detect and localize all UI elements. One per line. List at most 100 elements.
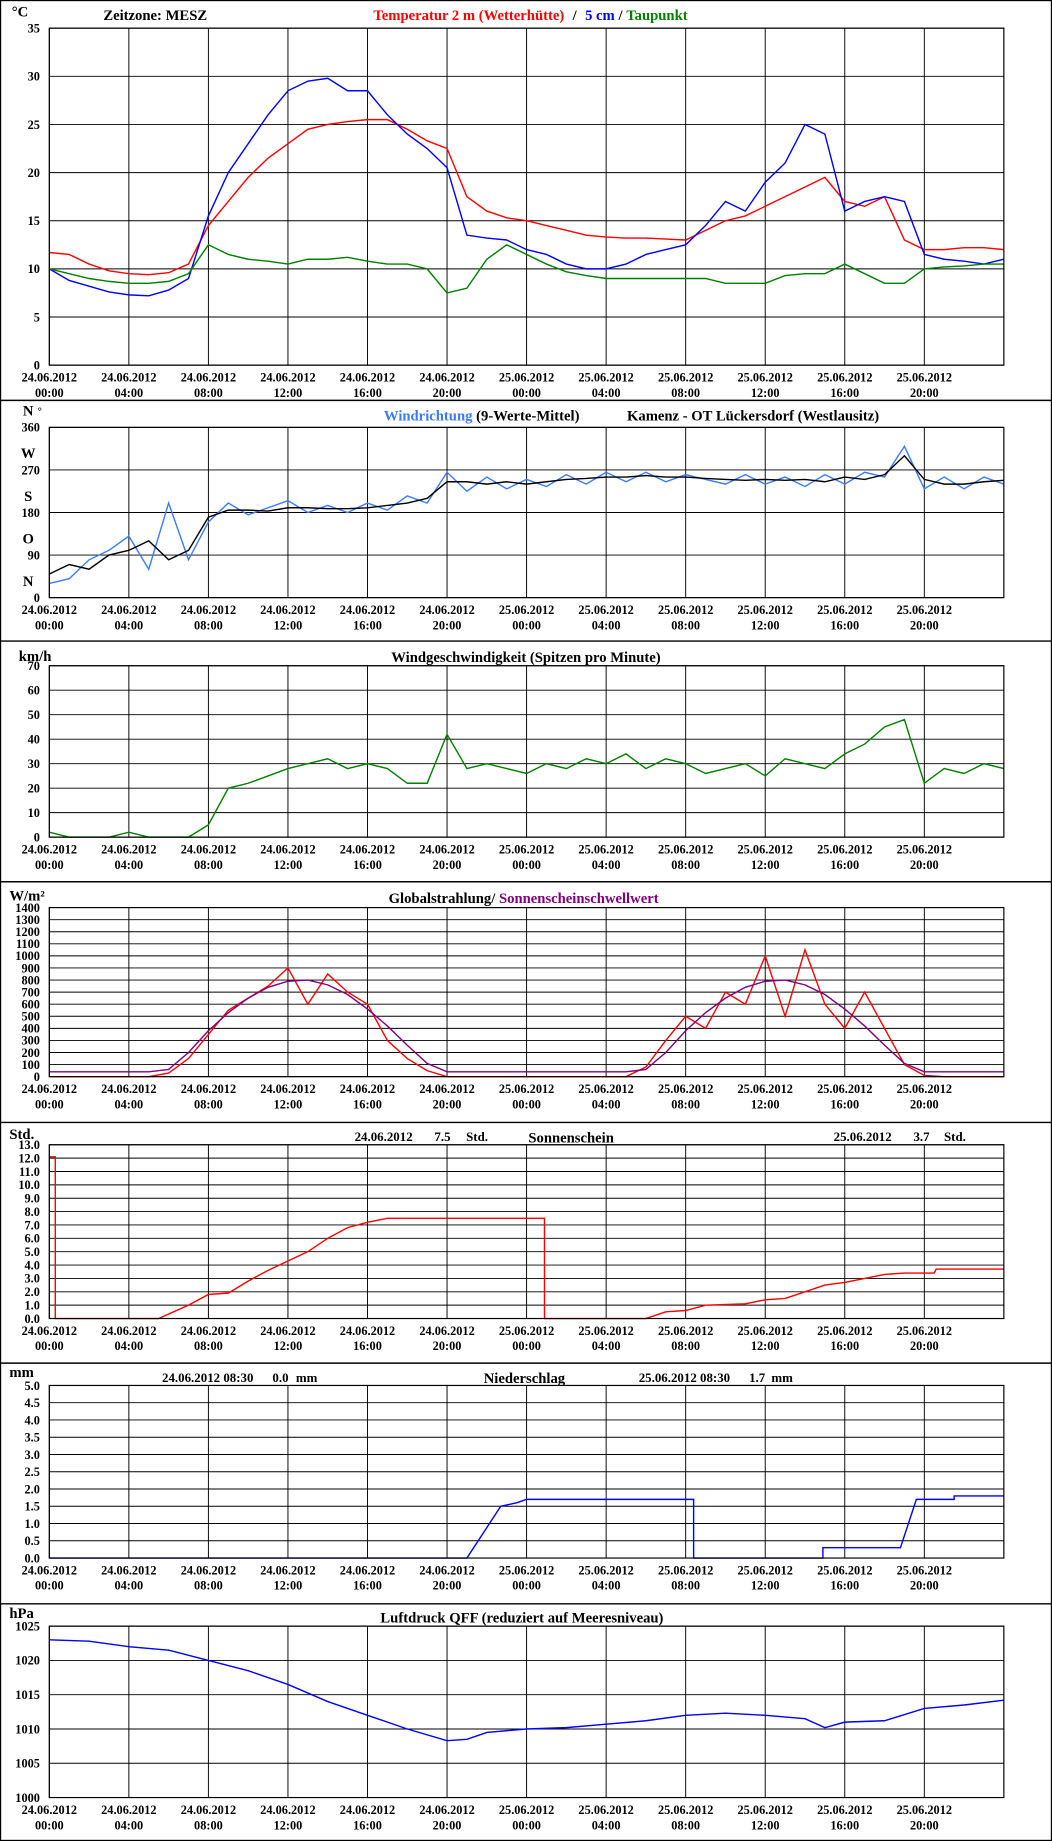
x-tick-date: 24.06.2012 xyxy=(419,1803,474,1817)
x-tick-label: 04:00 xyxy=(114,1818,143,1832)
y-tick-label: 500 xyxy=(21,1010,39,1024)
x-tick-label: 12:00 xyxy=(274,1097,303,1111)
annotation-date: 25.06.2012 xyxy=(834,1129,892,1144)
y-tick-label: 7.0 xyxy=(25,1218,40,1232)
y-tick-label: 10 xyxy=(28,262,40,276)
y-tick-direction: N xyxy=(23,404,34,420)
x-tick-date: 25.06.2012 xyxy=(578,1324,633,1338)
annotation-unit: Std. xyxy=(944,1129,966,1144)
x-tick-date: 25.06.2012 xyxy=(658,371,713,385)
x-tick-date: 25.06.2012 xyxy=(738,1563,793,1577)
x-tick-label: 20:00 xyxy=(910,858,939,872)
y-tick-label: 50 xyxy=(28,708,40,722)
x-tick-label: 08:00 xyxy=(194,1579,223,1593)
chart-title: Temperatur 2 m (Wetterhütte) / 5 cm / Ta… xyxy=(373,8,687,24)
annotation-unit: Std. xyxy=(466,1129,488,1144)
x-tick-label: 12:00 xyxy=(751,1579,780,1593)
x-tick-label: 16:00 xyxy=(830,1097,859,1111)
x-tick-date: 24.06.2012 xyxy=(22,603,77,617)
x-tick-label: 08:00 xyxy=(671,618,700,632)
series-line xyxy=(49,444,1005,585)
legend-entry: Windrichtung xyxy=(384,408,473,424)
x-tick-label: 00:00 xyxy=(35,1097,64,1111)
x-tick-date: 25.06.2012 xyxy=(578,1082,633,1096)
y-tick-label: 300 xyxy=(21,1034,39,1048)
x-tick-date: 25.06.2012 xyxy=(658,1324,713,1338)
x-tick-date: 25.06.2012 xyxy=(499,843,554,857)
x-tick-label: 08:00 xyxy=(671,1097,700,1111)
y-tick-label: 1400 xyxy=(15,901,40,915)
series-line xyxy=(49,979,1004,1073)
y-tick-label: 1300 xyxy=(15,913,40,927)
unit: km/h xyxy=(19,649,52,665)
x-tick-date: 24.06.2012 xyxy=(419,1563,474,1577)
x-tick-date: 24.06.2012 xyxy=(340,1082,395,1096)
x-tick-label: 08:00 xyxy=(194,386,223,400)
x-tick-label: 12:00 xyxy=(751,1097,780,1111)
y-tick-label: 600 xyxy=(21,998,39,1012)
x-tick-label: 04:00 xyxy=(114,386,143,400)
x-tick-label: 04:00 xyxy=(114,858,143,872)
x-tick-date: 24.06.2012 xyxy=(340,1803,395,1817)
y-tick-label: 180 xyxy=(21,506,39,520)
unit: ° xyxy=(38,406,42,417)
y-tick-label: 400 xyxy=(21,1022,39,1036)
x-tick-date: 25.06.2012 xyxy=(897,843,952,857)
y-tick-label: 1020 xyxy=(15,1654,40,1668)
y-tick-label: 1200 xyxy=(15,925,40,939)
y-tick-label: 0 xyxy=(34,1070,40,1084)
x-tick-date: 24.06.2012 xyxy=(260,843,315,857)
x-tick-date: 25.06.2012 xyxy=(897,371,952,385)
x-tick-date: 24.06.2012 xyxy=(101,1563,156,1577)
x-tick-date: 25.06.2012 xyxy=(499,1563,554,1577)
x-tick-date: 25.06.2012 xyxy=(817,371,872,385)
legend-entry: (9-Werte-Mittel) xyxy=(476,408,579,424)
y-tick-label: 1010 xyxy=(15,1722,40,1736)
x-tick-label: 12:00 xyxy=(274,858,303,872)
y-tick-label: 2.0 xyxy=(25,1285,40,1299)
plot-frame xyxy=(48,27,1005,366)
x-tick-label: 20:00 xyxy=(433,618,462,632)
x-tick-label: 04:00 xyxy=(592,1339,621,1353)
y-tick-label: 1000 xyxy=(15,1791,40,1805)
y-tick-label: 200 xyxy=(21,1046,39,1060)
y-tick-label: 1015 xyxy=(15,1688,40,1702)
y-tick-label: 1.0 xyxy=(25,1517,40,1531)
x-tick-label: 16:00 xyxy=(830,1818,859,1832)
x-tick-label: 08:00 xyxy=(194,618,223,632)
chart-title: Luftdruck QFF (reduziert auf Meeresnivea… xyxy=(380,1611,663,1627)
x-tick-label: 00:00 xyxy=(35,1818,64,1832)
y-tick-label: 4.5 xyxy=(25,1396,40,1410)
x-tick-label: 04:00 xyxy=(114,1579,143,1593)
x-tick-label: 04:00 xyxy=(592,1097,621,1111)
x-tick-date: 24.06.2012 xyxy=(101,1803,156,1817)
x-tick-label: 04:00 xyxy=(114,1097,143,1111)
x-tick-date: 25.06.2012 xyxy=(499,603,554,617)
x-tick-date: 24.06.2012 xyxy=(260,603,315,617)
x-tick-label: 08:00 xyxy=(194,1339,223,1353)
y-tick-label: 15 xyxy=(28,214,40,228)
y-tick-label: 10.0 xyxy=(18,1178,40,1192)
x-tick-date: 25.06.2012 xyxy=(658,1803,713,1817)
x-tick-date: 25.06.2012 xyxy=(499,1082,554,1096)
x-tick-date: 24.06.2012 xyxy=(260,371,315,385)
x-tick-label: 00:00 xyxy=(512,386,541,400)
title-text: Globalstrahlung/ xyxy=(389,891,497,907)
x-tick-label: 12:00 xyxy=(274,1579,303,1593)
series-line xyxy=(49,718,1005,838)
x-tick-date: 24.06.2012 xyxy=(181,1563,236,1577)
x-tick-date: 25.06.2012 xyxy=(897,603,952,617)
y-tick-label: 90 xyxy=(28,548,40,562)
x-tick-label: 20:00 xyxy=(433,386,462,400)
x-tick-label: 16:00 xyxy=(353,1097,382,1111)
x-tick-date: 25.06.2012 xyxy=(817,1324,872,1338)
y-tick-label: 12.0 xyxy=(18,1151,40,1165)
x-tick-date: 24.06.2012 xyxy=(101,843,156,857)
x-tick-date: 25.06.2012 xyxy=(658,843,713,857)
y-tick-label: 25 xyxy=(28,118,40,132)
x-tick-label: 20:00 xyxy=(433,1579,462,1593)
separator: / xyxy=(617,8,623,24)
x-tick-date: 24.06.2012 xyxy=(22,1803,77,1817)
x-tick-label: 12:00 xyxy=(751,618,780,632)
